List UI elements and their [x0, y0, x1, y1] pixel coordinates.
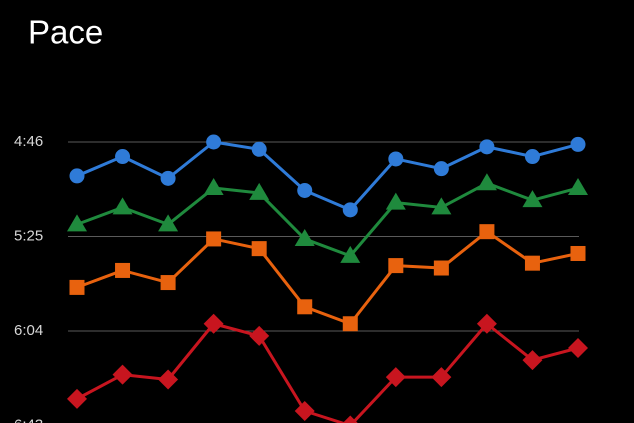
- point: [570, 136, 586, 152]
- point: [297, 299, 313, 315]
- point: [206, 134, 222, 150]
- point: [69, 279, 85, 295]
- point: [340, 245, 361, 263]
- point: [203, 178, 224, 196]
- point: [67, 388, 87, 409]
- point: [570, 245, 586, 261]
- point: [385, 367, 406, 388]
- y-tick-label: 5:25: [14, 227, 43, 244]
- series-line: [76, 181, 579, 258]
- point: [479, 139, 495, 155]
- point: [476, 173, 497, 191]
- point: [342, 202, 358, 218]
- point: [112, 197, 133, 215]
- point: [568, 337, 588, 358]
- point: [203, 313, 224, 334]
- point: [115, 149, 131, 165]
- point: [294, 400, 315, 421]
- series-line: [76, 230, 579, 326]
- point: [160, 170, 176, 186]
- point: [431, 197, 452, 215]
- point: [69, 168, 85, 184]
- point: [251, 141, 267, 157]
- point: [67, 214, 87, 232]
- point: [342, 415, 358, 423]
- point: [524, 255, 540, 271]
- point: [479, 224, 495, 240]
- series-line: [76, 322, 579, 423]
- point: [476, 313, 497, 334]
- point: [522, 190, 543, 208]
- point: [251, 241, 267, 257]
- point: [158, 369, 179, 390]
- point: [388, 258, 404, 274]
- y-tick-label: 6:43: [14, 417, 43, 423]
- point: [249, 182, 270, 200]
- chart-title: Pace: [28, 14, 103, 51]
- point: [160, 275, 176, 291]
- point: [294, 228, 315, 246]
- point: [524, 149, 540, 165]
- point: [568, 178, 588, 196]
- series-line: [76, 140, 579, 212]
- point: [433, 161, 449, 177]
- point: [112, 364, 133, 385]
- y-tick-label: 6:04: [14, 322, 43, 339]
- point: [522, 350, 543, 371]
- point: [385, 192, 406, 210]
- point: [431, 367, 452, 388]
- point: [115, 262, 131, 278]
- point: [158, 214, 179, 232]
- point: [206, 231, 222, 247]
- point: [249, 325, 270, 346]
- point: [433, 260, 449, 276]
- point: [342, 316, 358, 332]
- point: [297, 182, 313, 198]
- point: [388, 151, 404, 167]
- y-tick-label: 4:46: [14, 133, 43, 150]
